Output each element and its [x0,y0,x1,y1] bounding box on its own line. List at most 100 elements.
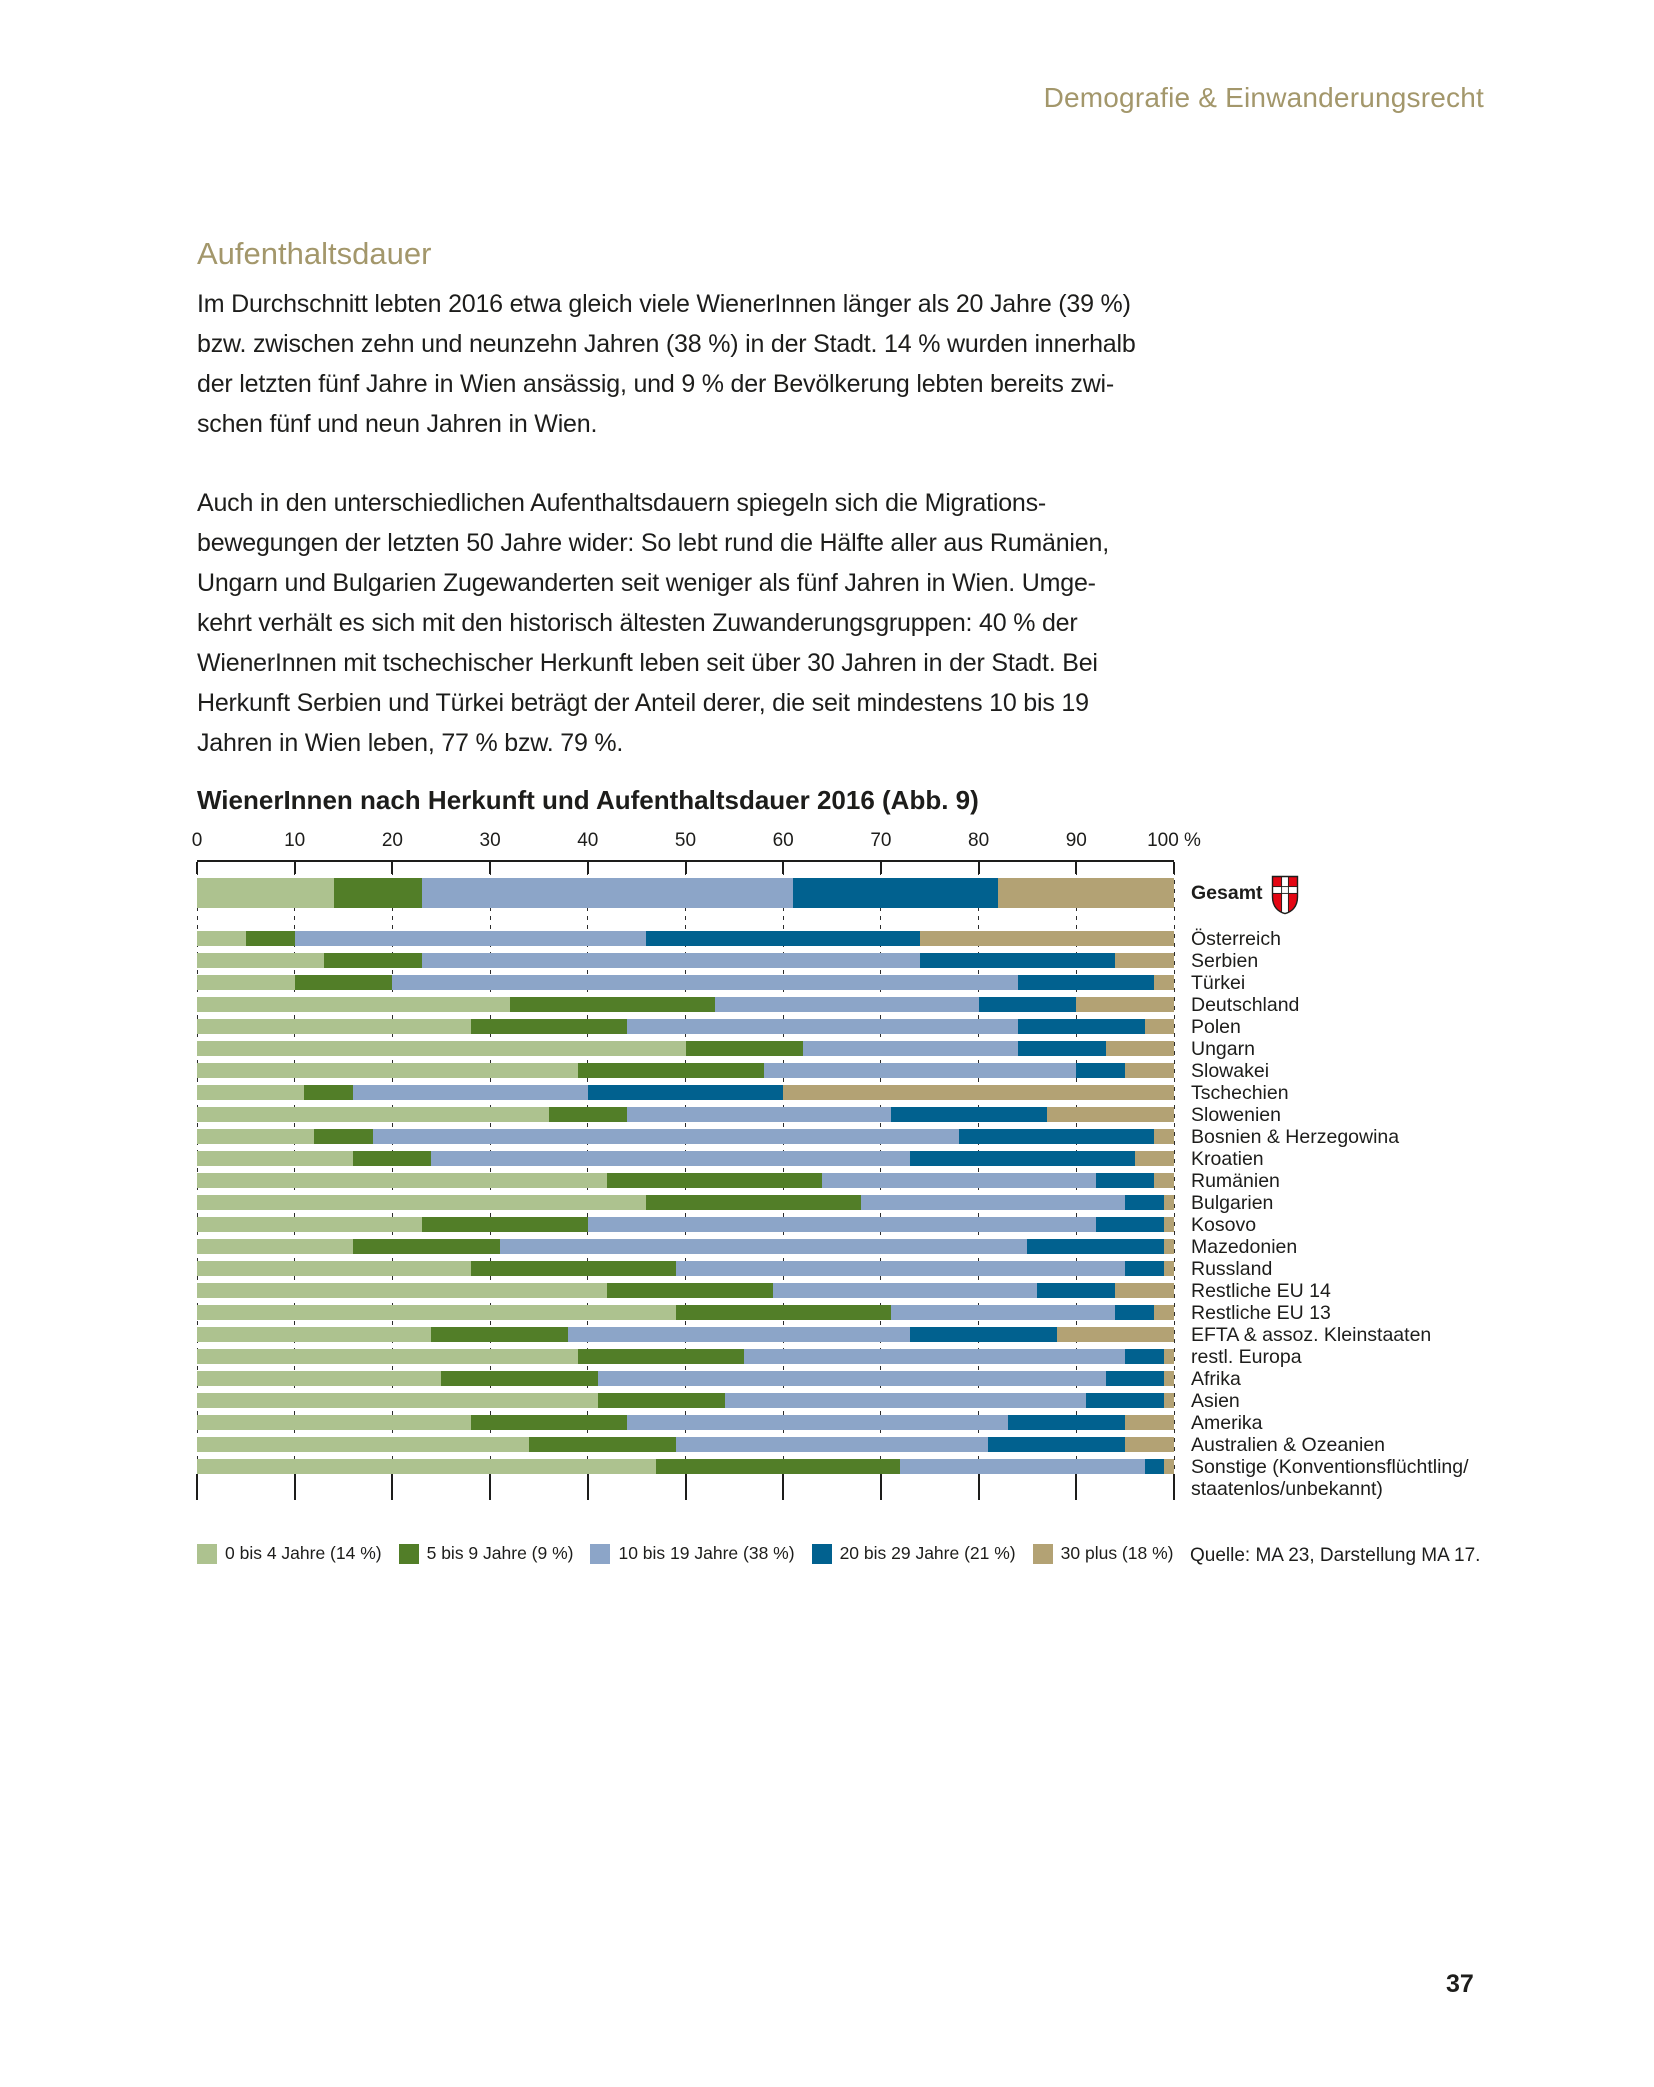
axis-tick [879,862,882,874]
gridline [587,862,589,1474]
bar-segment-10-bis-19-jahre [861,1195,1126,1210]
legend-item: 20 bis 29 Jahre (21 %) [811,1543,1016,1564]
bar-segment-30-plus [1164,1459,1174,1474]
bar-segment-5-bis-9-jahre [685,1041,803,1056]
x-axis-tick-label: 50 [674,830,697,851]
bar-segment-10-bis-19-jahre [822,1173,1096,1188]
bar-segment-20-bis-29-jahre [1017,1041,1106,1056]
axis-tick [293,862,296,874]
bar-row-osterreich [197,931,1174,946]
axis-tick [586,1474,589,1500]
bar-segment-5-bis-9-jahre [675,1305,891,1320]
bar-segment-10-bis-19-jahre [802,1041,1018,1056]
axis-tick [879,1474,882,1500]
bar-segment-5-bis-9-jahre [421,1217,588,1232]
legend-swatch [811,1543,832,1564]
bar-segment-5-bis-9-jahre [548,1107,627,1122]
bar-row-restliche-eu-14 [197,1283,1174,1298]
bar-segment-5-bis-9-jahre [607,1283,774,1298]
bar-segment-30-plus [1164,1217,1174,1232]
x-axis-tick-label: 70 [870,830,892,851]
legend-label: 0 bis 4 Jahre (14 %) [225,1543,382,1563]
bar-segment-30-plus [1154,1305,1174,1320]
gridline [1075,862,1077,1474]
category-label-efta-assoz-kleinstaaten: EFTA & assoz. Kleinstaaten [1191,1323,1432,1346]
bar-segment-0-bis-4-jahre [197,1261,471,1276]
bar-row-bulgarien [197,1195,1174,1210]
bar-segment-5-bis-9-jahre [529,1437,676,1452]
bar-segment-10-bis-19-jahre [421,953,920,968]
bar-segment-0-bis-4-jahre [197,1129,315,1144]
category-label-serbien: Serbien [1191,949,1259,972]
bar-segment-30-plus [998,878,1174,908]
bar-segment-30-plus [1115,1283,1174,1298]
bar-row-australien-ozeanien [197,1437,1174,1452]
axis-tick [684,862,687,874]
axis-tick [977,862,980,874]
bar-segment-20-bis-29-jahre [919,953,1116,968]
category-label-restliche-eu-13: Restliche EU 13 [1191,1301,1331,1324]
category-label-russland: Russland [1191,1257,1273,1280]
bar-segment-10-bis-19-jahre [597,1371,1106,1386]
bar-row-asien [197,1393,1174,1408]
bar-segment-10-bis-19-jahre [675,1437,989,1452]
bar-segment-30-plus [1164,1239,1174,1254]
bar-segment-0-bis-4-jahre [197,1393,598,1408]
bar-segment-20-bis-29-jahre [1125,1349,1165,1364]
x-axis-tick-label: 80 [968,830,990,851]
bar-segment-30-plus [1134,1151,1174,1166]
gridline [782,862,784,1474]
bar-segment-30-plus [1164,1349,1174,1364]
bar-segment-0-bis-4-jahre [197,1437,530,1452]
bar-row-ungarn [197,1041,1174,1056]
bar-segment-30-plus [1056,1327,1174,1342]
bar-row-kosovo [197,1217,1174,1232]
bar-segment-20-bis-29-jahre [1017,1019,1145,1034]
axis-tick [1075,862,1078,874]
bar-segment-20-bis-29-jahre [978,997,1077,1012]
page-header: Demografie & Einwanderungsrecht [1043,82,1484,113]
axis-tick [489,862,492,874]
bar-segment-0-bis-4-jahre [197,953,324,968]
legend-item: 0 bis 4 Jahre (14 %) [197,1543,382,1564]
axis-tick [586,862,589,874]
bar-segment-20-bis-29-jahre [1076,1063,1126,1078]
category-label-bulgarien: Bulgarien [1191,1191,1274,1214]
bar-segment-10-bis-19-jahre [294,931,647,946]
bar-segment-5-bis-9-jahre [324,953,422,968]
bar-row-serbien [197,953,1174,968]
category-label-restl-europa: restl. Europa [1191,1345,1302,1368]
bar-segment-20-bis-29-jahre [988,1437,1126,1452]
legend-item: 10 bis 19 Jahre (38 %) [590,1543,795,1564]
x-axis-tick-label: 90 [1065,830,1087,851]
bar-segment-20-bis-29-jahre [910,1151,1135,1166]
category-label-bosnien-herzegowina: Bosnien & Herzegowina [1191,1125,1400,1148]
chart-title: WienerInnen nach Herkunft und Aufenthalt… [197,785,979,815]
bar-segment-20-bis-29-jahre [1007,1415,1126,1430]
bar-segment-10-bis-19-jahre [890,1305,1116,1320]
bar-segment-30-plus [1144,1019,1174,1034]
bar-segment-5-bis-9-jahre [245,931,295,946]
bar-segment-0-bis-4-jahre [197,1283,608,1298]
bar-row-gesamt [197,878,1174,908]
bar-segment-20-bis-29-jahre [890,1107,1047,1122]
bar-segment-20-bis-29-jahre [1037,1283,1116,1298]
bar-segment-20-bis-29-jahre [587,1085,784,1100]
bar-segment-20-bis-29-jahre [1086,1393,1165,1408]
bar-segment-5-bis-9-jahre [656,1459,901,1474]
bar-segment-30-plus [1154,1173,1174,1188]
bar-segment-20-bis-29-jahre [910,1327,1057,1342]
axis-tick [1173,862,1175,874]
bar-segment-0-bis-4-jahre [197,1107,549,1122]
bar-segment-5-bis-9-jahre [607,1173,823,1188]
axis-tick [391,1474,394,1500]
bar-row-efta-assoz-kleinstaaten [197,1327,1174,1342]
bar-segment-10-bis-19-jahre [900,1459,1145,1474]
legend-label: 5 bis 9 Jahre (9 %) [426,1543,574,1563]
bar-segment-5-bis-9-jahre [578,1349,745,1364]
bar-segment-0-bis-4-jahre [197,1349,579,1364]
legend-swatch [398,1543,419,1564]
category-label-slowenien: Slowenien [1191,1103,1281,1126]
gridline [685,862,686,1474]
